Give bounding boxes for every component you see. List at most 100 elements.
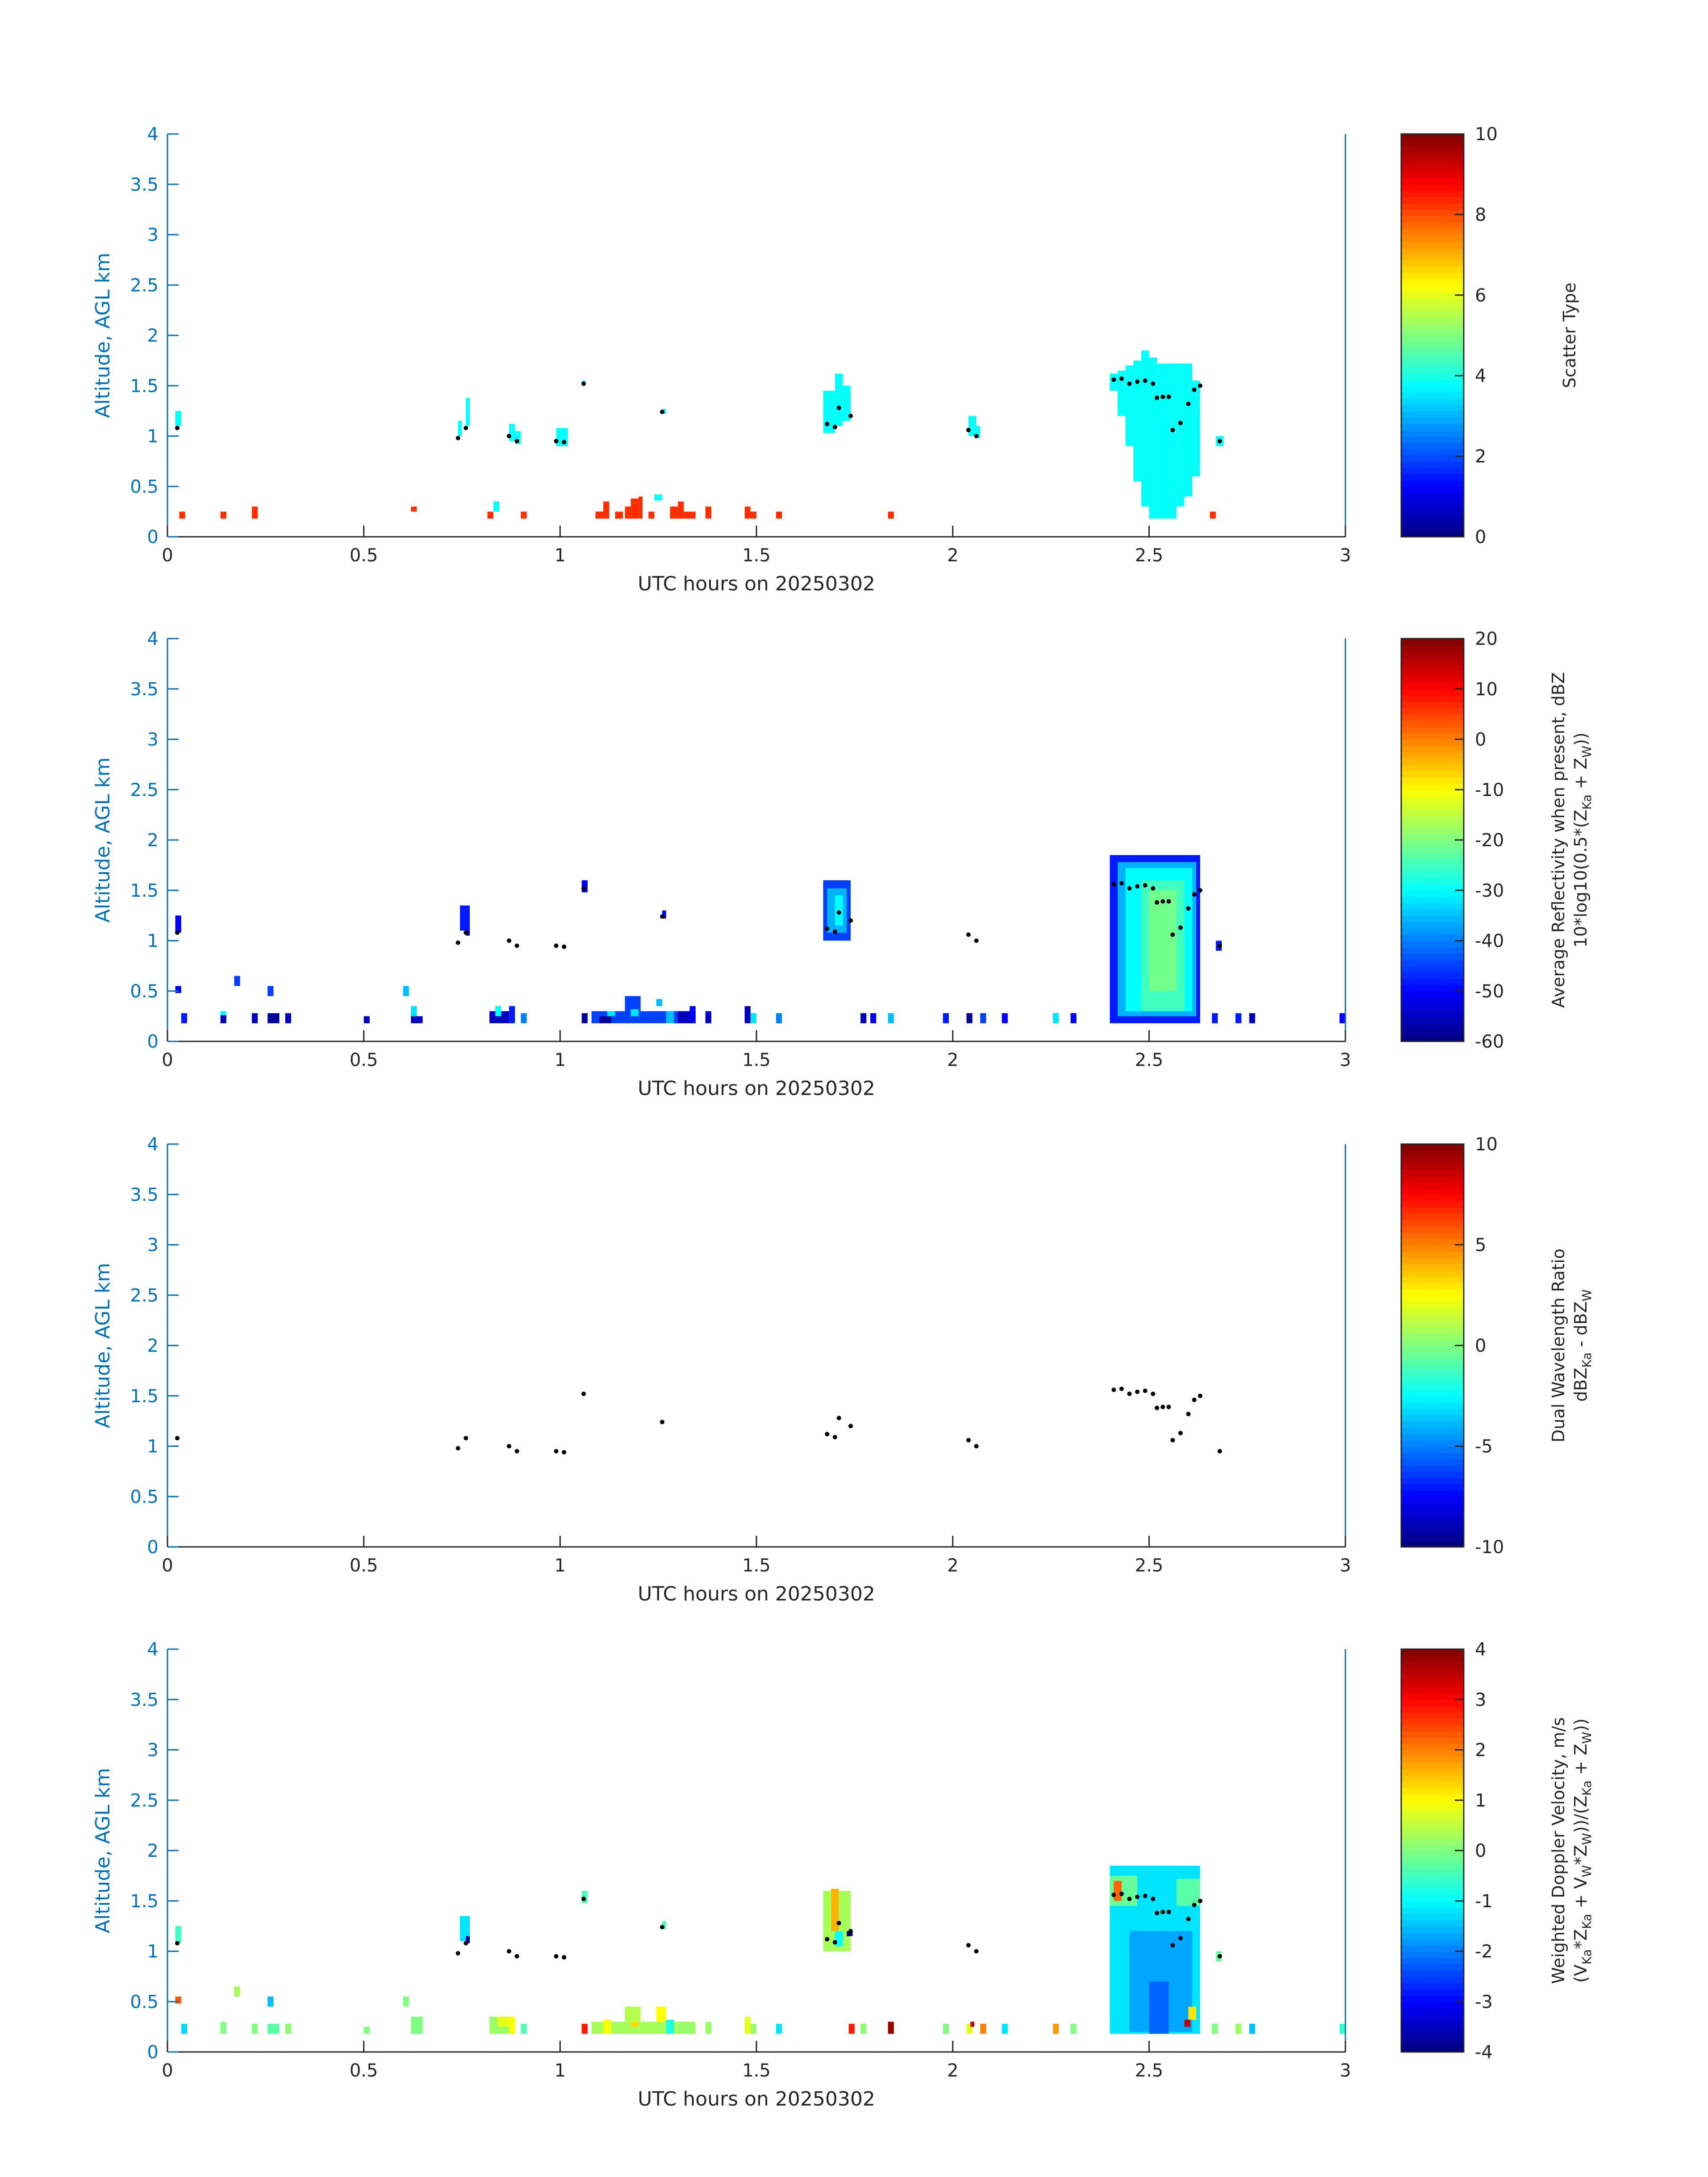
- cloud-base-dot: [1151, 1391, 1156, 1396]
- cloud-base-dot: [1154, 395, 1159, 400]
- colorbar-tick-label: 1: [1475, 1790, 1486, 1811]
- data-cell: [662, 910, 666, 919]
- y-axis-label: Altitude, AGL km: [92, 757, 114, 923]
- colorbar-swatch: [1401, 1003, 1464, 1011]
- colorbar-swatch: [1401, 1383, 1464, 1390]
- colorbar-swatch: [1401, 1976, 1464, 1983]
- colorbar-swatch: [1401, 196, 1464, 204]
- data-cell: [631, 1009, 639, 1016]
- colorbar-swatch: [1401, 965, 1464, 973]
- y-tick-label: 1.5: [130, 881, 159, 901]
- colorbar-swatch: [1401, 354, 1464, 361]
- colorbar-swatch: [1401, 1851, 1464, 1858]
- data-cell: [666, 1011, 674, 1024]
- data-cell: [1339, 1013, 1345, 1024]
- x-tick-label: 0.5: [350, 1555, 378, 1576]
- x-tick-label: 1: [555, 1050, 566, 1070]
- colorbar-swatch: [1401, 651, 1464, 658]
- data-cell: [581, 1891, 588, 1903]
- colorbar-swatch: [1401, 1528, 1464, 1535]
- cloud-base-dot: [514, 439, 519, 443]
- cloud-base-dot: [464, 930, 468, 935]
- colorbar-swatch: [1401, 398, 1464, 405]
- colorbar-swatch: [1401, 1364, 1464, 1371]
- colorbar-swatch: [1401, 1283, 1464, 1290]
- colorbar-swatch: [1401, 285, 1464, 292]
- y-tick-label: 3: [147, 225, 159, 246]
- data-cell: [848, 2023, 855, 2034]
- data-cell: [220, 511, 226, 519]
- colorbar-swatch: [1401, 934, 1464, 941]
- x-tick-label: 1.5: [742, 545, 771, 566]
- cloud-base-dot: [507, 1444, 512, 1449]
- data-cell: [487, 511, 493, 519]
- data-cell: [267, 2023, 280, 2034]
- colorbar-swatch: [1401, 480, 1464, 487]
- y-tick-label: 2: [147, 1841, 159, 1861]
- y-tick-label: 3.5: [130, 175, 159, 195]
- data-cell: [181, 1013, 187, 1024]
- cloud-base-dot: [514, 1954, 519, 1959]
- x-tick-label: 0: [162, 2060, 173, 2081]
- colorbar-swatch: [1401, 1263, 1464, 1270]
- colorbar-swatch: [1401, 1737, 1464, 1744]
- colorbar-swatch: [1401, 1888, 1464, 1895]
- colorbar-swatch: [1401, 291, 1464, 298]
- cloud-base-dot: [1178, 421, 1183, 426]
- data-cell: [220, 1011, 226, 1015]
- cloud-base-dot: [1119, 376, 1124, 381]
- colorbar-swatch: [1401, 1515, 1464, 1522]
- data-cell: [1184, 364, 1193, 497]
- data-cell: [234, 976, 240, 986]
- data-cell: [1192, 380, 1200, 476]
- colorbar-swatch: [1401, 1907, 1464, 1914]
- colorbar-tick-label: -30: [1475, 881, 1504, 901]
- colorbar-swatch: [1401, 1022, 1464, 1029]
- colorbar-swatch: [1401, 1352, 1464, 1359]
- colorbar-swatch: [1401, 695, 1464, 702]
- colorbar-swatch: [1401, 1825, 1464, 1832]
- y-tick-label: 0.5: [130, 981, 159, 1002]
- data-cell: [267, 1996, 274, 2007]
- colorbar-swatch: [1401, 670, 1464, 677]
- data-cell: [966, 1013, 973, 1024]
- colorbar-swatch: [1401, 134, 1464, 141]
- cloud-base-dot: [825, 1432, 830, 1437]
- colorbar-swatch: [1401, 1534, 1464, 1541]
- colorbar-swatch: [1401, 259, 1464, 267]
- colorbar-swatch: [1401, 2014, 1464, 2021]
- colorbar-swatch: [1401, 720, 1464, 727]
- cloud-base-dot: [1111, 1387, 1116, 1392]
- colorbar-swatch: [1401, 1718, 1464, 1726]
- colorbar-swatch: [1401, 645, 1464, 652]
- cloud-base-dot: [1111, 882, 1116, 887]
- data-cell: [750, 2023, 756, 2034]
- colorbar-tick-label: 8: [1475, 205, 1486, 225]
- data-cell: [521, 2023, 527, 2034]
- data-cell: [466, 397, 470, 426]
- colorbar-swatch: [1401, 1649, 1464, 1656]
- cloud-base-dot: [848, 1424, 853, 1429]
- cloud-base-dot: [825, 422, 830, 426]
- y-tick-label: 2.5: [130, 1285, 159, 1306]
- cloud-base-dot: [1198, 383, 1203, 388]
- data-cell: [1249, 2023, 1255, 2034]
- data-cell: [776, 1013, 782, 1024]
- colorbar-swatch: [1401, 511, 1464, 518]
- colorbar-swatch: [1401, 783, 1464, 790]
- cloud-base-dot: [1186, 1917, 1191, 1922]
- colorbar-swatch: [1401, 1175, 1464, 1183]
- cloud-base-dot: [1154, 1405, 1159, 1410]
- colorbar-swatch: [1401, 815, 1464, 822]
- colorbar-swatch: [1401, 2002, 1464, 2009]
- colorbar-swatch: [1401, 1389, 1464, 1396]
- data-cell: [267, 1013, 280, 1024]
- colorbar-swatch: [1401, 1813, 1464, 1820]
- data-cell: [220, 2022, 226, 2034]
- data-cell: [581, 2023, 588, 2034]
- cloud-base-dot: [1143, 1893, 1148, 1898]
- colorbar-swatch: [1401, 304, 1464, 311]
- colorbar-swatch: [1401, 1806, 1464, 1813]
- cloud-base-dot: [554, 439, 559, 443]
